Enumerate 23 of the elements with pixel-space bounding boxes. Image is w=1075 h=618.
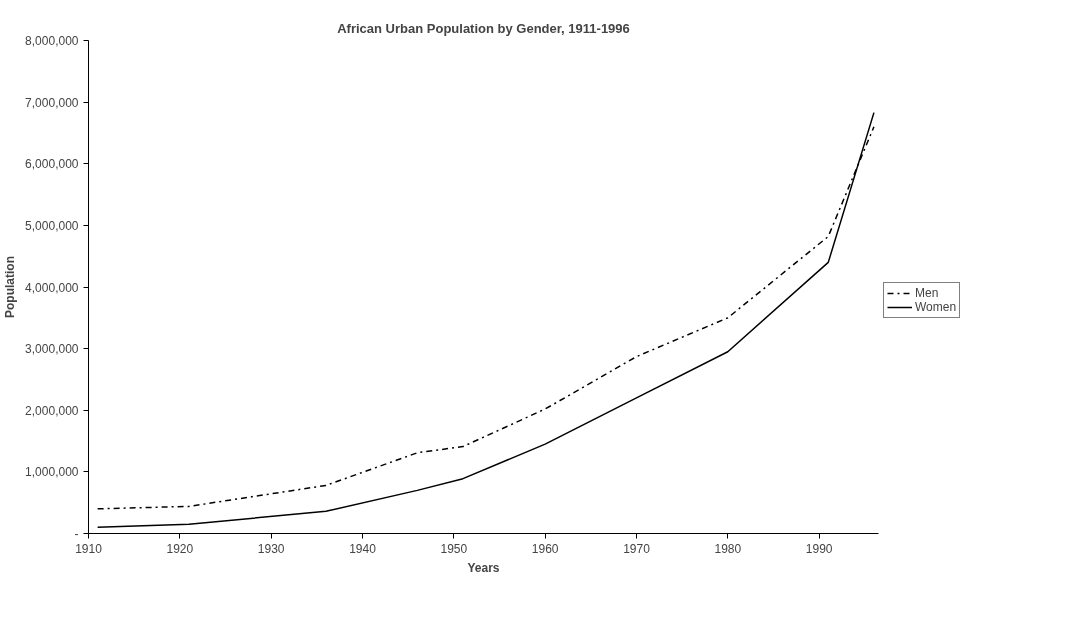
y-tick-label: 6,000,000 [25,157,79,172]
chart-title: African Urban Population by Gender, 1911-1996 [337,20,630,36]
y-tick-label: 8,000,000 [25,34,79,48]
y-tick-label: 1,000,000 [25,465,79,480]
y-tick-label: - [74,527,79,541]
x-tick-label: 1960 [531,541,559,556]
x-tick-label: 1970 [623,541,651,556]
y-tick-label: 4,000,000 [25,280,79,295]
x-tick-label: 1950 [440,541,468,556]
legend-label: Women [915,300,957,314]
y-tick-label: 7,000,000 [25,95,79,110]
y-tick-label: 5,000,000 [25,218,79,233]
x-axis-title: Years [467,560,500,575]
x-tick-label: 1930 [257,541,285,556]
x-tick-label: 1940 [349,541,377,556]
x-tick-label: 1910 [75,541,103,556]
y-axis-title: Population [3,256,18,318]
y-tick-label: 2,000,000 [25,403,79,418]
x-tick-label: 1920 [166,541,194,556]
legend-label: Men [915,286,939,300]
y-tick-label: 3,000,000 [25,342,79,357]
x-tick-label: 1990 [805,541,833,556]
x-tick-label: 1980 [714,541,742,556]
